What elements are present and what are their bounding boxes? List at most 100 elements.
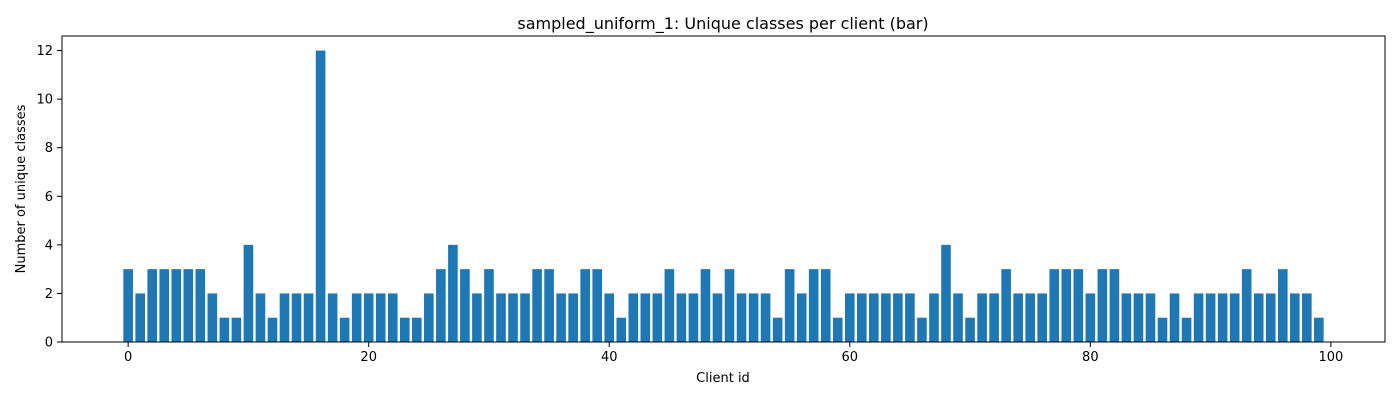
bar-client-34 xyxy=(532,269,542,342)
bar-client-67 xyxy=(929,293,939,342)
bar-client-13 xyxy=(279,293,290,342)
bar-client-78 xyxy=(1061,269,1072,342)
bar-client-77 xyxy=(1049,269,1060,342)
bar-client-19 xyxy=(351,293,362,342)
bar-client-18 xyxy=(339,317,350,342)
bar-client-4 xyxy=(171,269,182,342)
bar-client-94 xyxy=(1253,293,1264,342)
bar-client-41 xyxy=(616,317,627,342)
bar-client-45 xyxy=(664,269,675,342)
bar-client-17 xyxy=(327,293,338,342)
bar-client-54 xyxy=(772,317,783,342)
bar-client-21 xyxy=(375,293,386,342)
x-tick-label: 40 xyxy=(601,350,618,365)
y-tick-label: 2 xyxy=(45,287,53,302)
bar-client-16 xyxy=(315,50,326,342)
bar-client-80 xyxy=(1085,293,1096,342)
bar-client-58 xyxy=(820,269,831,342)
x-axis-ticks: 0 20 40 60 80 100 xyxy=(124,342,1343,365)
bar-client-72 xyxy=(989,293,999,342)
y-tick-label: 0 xyxy=(45,336,53,351)
x-tick-label: 100 xyxy=(1318,350,1343,365)
bar-client-69 xyxy=(953,293,963,342)
bar-client-59 xyxy=(832,317,843,342)
bar-client-28 xyxy=(460,269,470,342)
bar-client-10 xyxy=(243,244,254,342)
bar-client-2 xyxy=(147,269,158,342)
bar-client-53 xyxy=(760,293,771,342)
bar-client-70 xyxy=(965,317,975,342)
bar-client-46 xyxy=(676,293,687,342)
bar-client-22 xyxy=(387,293,398,342)
bar-client-65 xyxy=(905,293,915,342)
bars-group xyxy=(123,50,1324,342)
bar-client-90 xyxy=(1205,293,1216,342)
bar-client-55 xyxy=(784,269,795,342)
bar-client-92 xyxy=(1229,293,1240,342)
bar-client-96 xyxy=(1277,269,1288,342)
x-tick-label: 60 xyxy=(842,350,859,365)
chart-title: sampled_uniform_1: Unique classes per cl… xyxy=(517,14,928,34)
y-axis-label: Number of unique classes xyxy=(14,104,29,273)
y-tick-label: 12 xyxy=(36,44,53,59)
bar-client-89 xyxy=(1193,293,1204,342)
bar-client-8 xyxy=(219,317,230,342)
bar-client-61 xyxy=(857,293,867,342)
bar-client-82 xyxy=(1109,269,1120,342)
bar-client-84 xyxy=(1133,293,1144,342)
bar-client-57 xyxy=(808,269,819,342)
bar-client-51 xyxy=(736,293,747,342)
bar-client-87 xyxy=(1169,293,1180,342)
x-tick-label: 20 xyxy=(360,350,377,365)
bar-client-63 xyxy=(881,293,891,342)
bar-client-52 xyxy=(748,293,759,342)
y-tick-label: 8 xyxy=(45,141,53,156)
bar-client-75 xyxy=(1025,293,1035,342)
bar-client-86 xyxy=(1157,317,1168,342)
bar-client-99 xyxy=(1314,317,1324,342)
bar-client-68 xyxy=(941,244,951,342)
bar-client-24 xyxy=(411,317,422,342)
bar-client-73 xyxy=(1001,269,1011,342)
bar-client-50 xyxy=(724,269,735,342)
y-tick-label: 6 xyxy=(45,190,53,205)
bar-client-42 xyxy=(628,293,639,342)
bar-client-27 xyxy=(448,244,458,342)
bar-client-39 xyxy=(592,269,603,342)
bar-client-43 xyxy=(640,293,651,342)
bar-client-93 xyxy=(1241,269,1252,342)
y-tick-label: 4 xyxy=(45,238,53,253)
bar-client-83 xyxy=(1121,293,1132,342)
bar-client-56 xyxy=(796,293,807,342)
bar-client-79 xyxy=(1073,269,1084,342)
bar-client-49 xyxy=(712,293,723,342)
bar-client-66 xyxy=(917,317,927,342)
bar-client-31 xyxy=(496,293,506,342)
bar-client-35 xyxy=(544,269,554,342)
bar-client-14 xyxy=(291,293,302,342)
y-tick-label: 10 xyxy=(36,93,53,108)
bar-client-7 xyxy=(207,293,218,342)
bar-client-85 xyxy=(1145,293,1156,342)
bar-client-12 xyxy=(267,317,278,342)
bar-client-26 xyxy=(436,269,446,342)
bar-client-38 xyxy=(580,269,590,342)
bar-client-5 xyxy=(183,269,194,342)
bar-client-29 xyxy=(472,293,482,342)
bar-client-60 xyxy=(844,293,855,342)
bar-client-32 xyxy=(508,293,518,342)
bar-client-3 xyxy=(159,269,170,342)
bar-client-37 xyxy=(568,293,578,342)
bar-client-74 xyxy=(1013,293,1023,342)
bar-client-36 xyxy=(556,293,566,342)
bar-client-81 xyxy=(1097,269,1108,342)
bar-client-6 xyxy=(195,269,206,342)
bar-client-76 xyxy=(1037,293,1048,342)
x-tick-label: 80 xyxy=(1082,350,1099,365)
bar-client-64 xyxy=(893,293,903,342)
y-axis-ticks: 0 2 4 6 8 10 12 xyxy=(36,44,62,351)
bar-client-33 xyxy=(520,293,530,342)
plot-frame xyxy=(61,35,1386,343)
bar-client-30 xyxy=(484,269,494,342)
